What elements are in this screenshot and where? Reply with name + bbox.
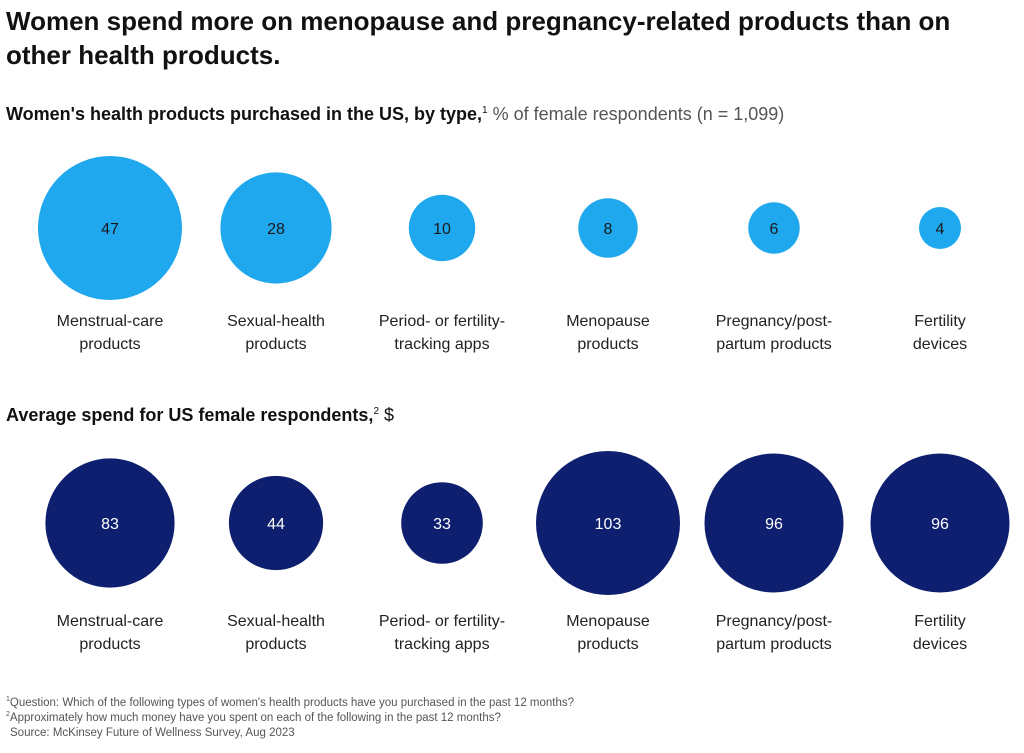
chart-1-footnote-mark: 1: [482, 105, 488, 116]
category-label: products: [577, 636, 638, 653]
category-label: partum products: [716, 636, 832, 653]
category-label: products: [245, 636, 306, 653]
category-label: Menstrual-care: [57, 613, 164, 630]
category-label: Sexual-health: [227, 313, 325, 330]
footnote-1-mark: 1: [6, 696, 10, 704]
bubble-value-label: 4: [936, 221, 945, 238]
bubble-group: 83 Menstrual-care products: [45, 458, 175, 653]
chart-title: Women spend more on menopause and pregna…: [6, 6, 951, 70]
bubble-value-label: 83: [101, 516, 119, 533]
category-label: devices: [913, 336, 967, 353]
bubble-group: 10 Period- or fertility-tracking apps: [379, 194, 505, 353]
footnotes: 1Question: Which of the following types …: [6, 696, 574, 741]
footnote-2: 2Approximately how much money have you s…: [6, 711, 574, 726]
bubble-group: 28 Sexual-health products: [220, 172, 332, 353]
category-label: Fertility: [914, 313, 966, 330]
category-label: Menstrual-care: [57, 313, 164, 330]
bubble: [536, 451, 680, 595]
bubble-value-label: 28: [267, 221, 285, 238]
category-label: tracking apps: [394, 336, 489, 353]
bubble-value-label: 8: [604, 221, 613, 238]
category-label: products: [577, 336, 638, 353]
bubble-value-label: 6: [770, 221, 779, 238]
bubble: [228, 475, 324, 571]
chart-2-subtitle-bold: Average spend for US female respondents,: [6, 405, 374, 425]
chart-1-subtitle-unit: % of female respondents (n = 1,099): [492, 104, 785, 124]
category-label: Menopause: [566, 313, 650, 330]
bubble-value-label: 96: [931, 516, 949, 533]
bubble: [220, 172, 332, 284]
bubble-value-label: 10: [433, 221, 451, 238]
bubble-value-label: 33: [433, 516, 451, 533]
category-label: Fertility: [914, 613, 966, 630]
bubble: [45, 458, 175, 588]
bubble-chart-average-spend: 83 Menstrual-care products 44 Sexual-health p…: [45, 451, 1010, 653]
bubble-value-label: 103: [595, 516, 622, 533]
bubble-chart-products-purchased: 47 Menstrual-care products 28 Sexual-health p…: [38, 156, 967, 353]
bubble: [870, 453, 1010, 593]
chart-2-subtitle-unit: $: [384, 405, 395, 425]
bubble: [919, 207, 961, 249]
category-label: products: [245, 336, 306, 353]
bubble: [748, 202, 800, 254]
category-label: Pregnancy/post-: [716, 613, 833, 630]
bubble-group: 33 Period- or fertility-tracking apps: [379, 482, 505, 653]
category-label: Pregnancy/post-: [716, 313, 833, 330]
bubble-group: 44 Sexual-health products: [227, 475, 325, 653]
bubble-group: 6 Pregnancy/post-partum products: [716, 202, 833, 353]
bubble-group: 103 Menopause products: [536, 451, 680, 653]
source-note: Source: McKinsey Future of Wellness Surv…: [10, 727, 295, 739]
bubble: [704, 453, 844, 593]
bubble-value-label: 96: [765, 516, 783, 533]
bubble-group: 96 Fertility devices: [870, 453, 1010, 653]
chart-1-subtitle: Women's health products purchased in the…: [6, 103, 784, 125]
bubble-group: 4 Fertility devices: [913, 207, 967, 353]
bubble: [408, 194, 476, 262]
category-label: tracking apps: [394, 636, 489, 653]
category-label: devices: [913, 636, 967, 653]
category-label: products: [79, 636, 140, 653]
bubble-value-label: 47: [101, 221, 119, 238]
category-label: Menopause: [566, 613, 650, 630]
bubble: [38, 156, 182, 300]
bubble: [401, 482, 483, 564]
footnote-2-mark: 2: [6, 711, 10, 719]
bubble-value-label: 44: [267, 516, 285, 533]
bubble-group: 96 Pregnancy/post-partum products: [704, 453, 844, 653]
footnote-2-text: Approximately how much money have you sp…: [9, 712, 501, 724]
chart-2-footnote-mark: 2: [373, 406, 379, 417]
category-label: products: [79, 336, 140, 353]
category-label: partum products: [716, 336, 832, 353]
category-label: Period- or fertility-: [379, 313, 505, 330]
footnote-1: 1Question: Which of the following types …: [6, 696, 574, 711]
category-label: Sexual-health: [227, 613, 325, 630]
bubble-group: 47 Menstrual-care products: [38, 156, 182, 353]
chart-2-subtitle: Average spend for US female respondents,…: [6, 404, 394, 426]
footnote-1-text: Question: Which of the following types o…: [9, 697, 575, 709]
chart-1-subtitle-bold: Women's health products purchased in the…: [6, 104, 483, 124]
category-label: Period- or fertility-: [379, 613, 505, 630]
bubble-group: 8 Menopause products: [566, 198, 650, 353]
bubble: [578, 198, 638, 258]
